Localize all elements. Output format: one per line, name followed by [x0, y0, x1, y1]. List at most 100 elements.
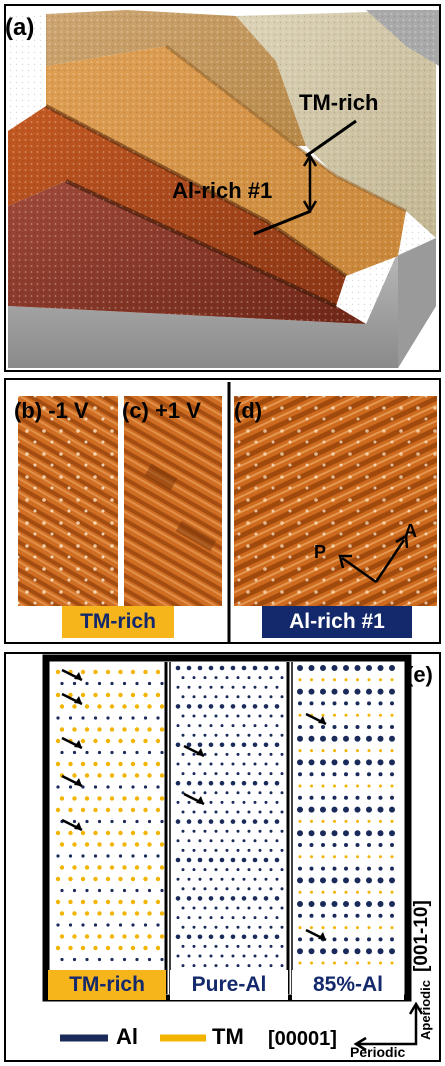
al-atom — [344, 701, 348, 706]
al-atom — [81, 785, 85, 789]
al-atom — [106, 923, 110, 927]
tm-atom — [310, 678, 313, 682]
al-atom — [280, 964, 284, 968]
al-atom — [93, 785, 98, 789]
tm-atom — [97, 704, 102, 709]
al-atom — [197, 819, 203, 824]
al-atom — [252, 742, 258, 748]
al-atom — [198, 839, 202, 843]
al-atom — [203, 868, 207, 872]
al-atom — [214, 791, 218, 795]
al-atom — [175, 896, 181, 901]
tm-atom — [390, 819, 394, 823]
tm-atom — [159, 727, 165, 732]
panel-c-label: (c) +1 V — [122, 398, 201, 423]
tm-atom — [93, 738, 98, 744]
al-atom — [230, 704, 236, 709]
al-atom — [181, 791, 185, 795]
al-atom — [68, 785, 73, 789]
al-atom — [269, 695, 273, 699]
al-atom — [366, 877, 372, 884]
al-atom — [367, 843, 371, 847]
al-atom — [197, 742, 203, 748]
al-atom — [198, 916, 202, 920]
al-atom — [72, 888, 77, 893]
al-atom — [156, 923, 160, 927]
al-atom — [355, 772, 360, 777]
al-atom — [68, 854, 73, 858]
tm-atom — [80, 761, 86, 767]
al-atom — [320, 948, 326, 955]
al-atom — [176, 685, 180, 689]
al-atom — [175, 819, 181, 824]
tm-atom — [59, 865, 65, 870]
al-atom — [377, 665, 384, 671]
al-atom — [187, 839, 191, 843]
tm-atom — [147, 773, 152, 778]
al-atom — [354, 735, 361, 742]
al-atom — [297, 806, 303, 813]
al-atom — [377, 688, 384, 695]
al-atom — [344, 725, 348, 729]
tm-atom — [105, 761, 111, 767]
tm-atom — [379, 819, 382, 823]
al-rich-tag: Al-rich #1 — [262, 606, 412, 638]
al-atom — [275, 724, 279, 728]
al-atom — [236, 733, 240, 737]
al-atom — [252, 896, 258, 901]
al-atom — [214, 676, 218, 680]
tm-atom — [55, 669, 61, 675]
tm-atom — [55, 830, 61, 836]
al-atom — [242, 800, 246, 804]
tm-atom — [298, 890, 302, 894]
al-atom — [220, 800, 224, 804]
tm-atom — [298, 819, 302, 823]
al-atom — [56, 785, 60, 789]
al-atom — [354, 665, 361, 671]
al-atom — [247, 714, 251, 718]
al-atom — [320, 901, 326, 907]
al-atom — [225, 964, 229, 968]
al-atom — [209, 762, 213, 766]
al-atom — [187, 762, 191, 766]
al-atom — [366, 665, 372, 671]
tm-atom — [134, 796, 140, 801]
al-atom — [280, 752, 284, 756]
al-atom — [274, 896, 280, 901]
al-atom — [269, 714, 273, 718]
al-atom — [378, 866, 383, 871]
al-atom — [280, 695, 284, 699]
tm-atom — [55, 738, 61, 744]
tm-atom — [109, 773, 115, 778]
al-atom — [208, 934, 214, 940]
al-atom — [331, 877, 338, 884]
al-atom — [343, 948, 349, 955]
tm-atom — [367, 890, 371, 894]
al-atom — [214, 868, 218, 872]
tm-atom — [93, 876, 98, 882]
al-atom — [220, 954, 224, 958]
al-atom — [208, 819, 214, 824]
panel-a-label: (a) — [5, 14, 35, 41]
tm-atom — [367, 926, 371, 930]
tm-atom — [155, 669, 161, 675]
al-atom — [390, 701, 394, 706]
al-atom — [343, 830, 349, 837]
al-atom — [231, 839, 235, 843]
tm-atom — [155, 761, 161, 767]
tm-atom — [356, 749, 359, 753]
al-atom — [225, 752, 229, 756]
al-atom — [192, 714, 196, 718]
tm-atom — [105, 876, 111, 882]
tm-atom — [356, 819, 359, 823]
al-atom — [377, 806, 384, 813]
tm-atom — [143, 945, 148, 951]
al-atom — [355, 843, 360, 847]
al-atom — [203, 906, 207, 910]
al-atom — [366, 806, 372, 813]
al-atom — [258, 829, 262, 833]
tm-atom — [72, 704, 77, 709]
al-atom — [176, 954, 180, 958]
al-atom — [343, 901, 349, 907]
al-atom — [264, 954, 268, 958]
